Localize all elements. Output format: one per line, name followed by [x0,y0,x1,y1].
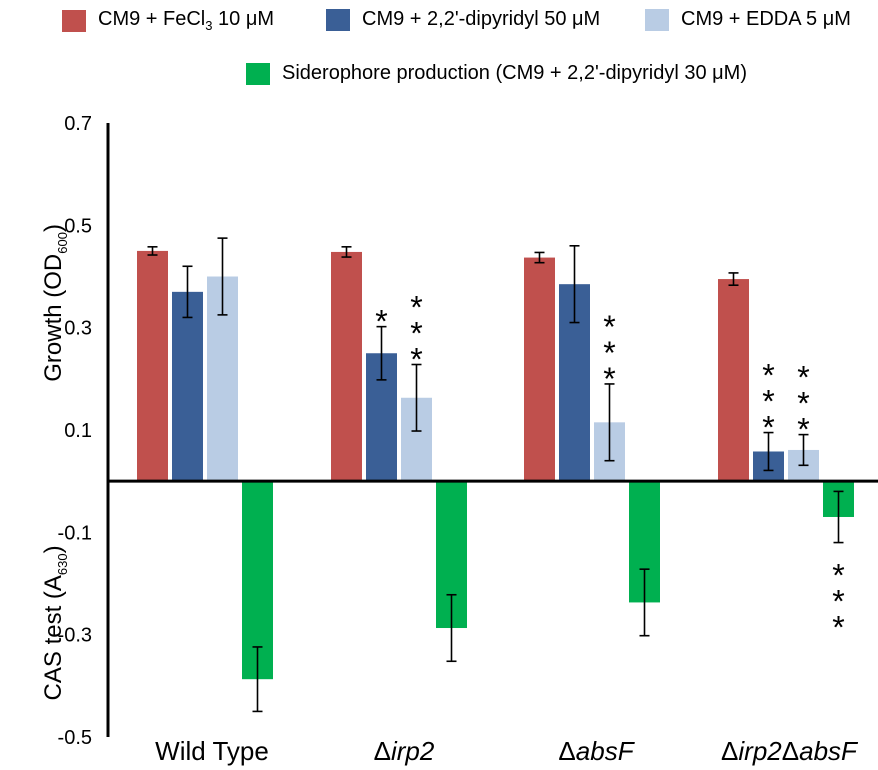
svg-text:*: * [410,342,422,378]
legend-item-edda: CM9 + EDDA 5 μM [645,8,851,31]
category-labels: Wild Type Δirp2 ΔabsF Δirp2ΔabsF [155,736,859,766]
error-bar [763,431,774,472]
y-tick-label: -0.1 [58,522,92,544]
error-bar [534,251,545,264]
error-bar [798,433,809,467]
svg-text:*: * [762,384,774,420]
y-tick-label: -0.3 [58,625,92,647]
legend-item-siderophore: Siderophore production (CM9 + 2,2'-dipyr… [246,62,747,85]
legend-label: CM9 + FeCl3 10 μM [98,8,275,33]
svg-text:*: * [375,304,387,340]
tick-labels: -0.5 -0.3 -0.1 0.1 0.3 0.5 0.7 [58,113,92,749]
y-tick-label: 0.1 [64,420,92,442]
category-label: Δirp2 [374,736,435,766]
svg-text:*: * [797,412,809,448]
significance-mark: *** [762,358,774,446]
error-bar [833,490,844,544]
significance-mark: *** [832,558,844,646]
svg-text:*: * [797,386,809,422]
significance-mark: * [375,304,387,340]
y-tick-label: 0.5 [64,215,92,237]
legend-swatch [62,9,86,32]
svg-text:*: * [603,309,615,345]
bar [718,279,749,482]
y-tick-label: 0.3 [64,318,92,340]
legend-swatch [326,8,350,31]
category-label: Δirp2ΔabsF [721,736,859,766]
error-bar [182,265,193,319]
error-bar [341,246,352,258]
bar [172,291,203,482]
bars [137,250,854,680]
svg-text:*: * [832,610,844,646]
significance-mark: *** [603,309,615,397]
error-bar [728,272,739,286]
error-bar [569,245,580,324]
y-tick-label: -0.5 [58,727,92,749]
y-axis-label-cas: CAS test (A630) [40,545,70,701]
svg-text:*: * [603,361,615,397]
error-bar [252,646,263,713]
legend-swatch [246,62,270,85]
legend-item-fecl3: CM9 + FeCl3 10 μM [62,8,274,33]
legend-item-dipyridyl-50: CM9 + 2,2'-dipyridyl 50 μM [326,8,600,31]
error-bar [217,237,228,316]
significance-mark: *** [410,290,422,378]
bar [137,250,168,482]
svg-text:*: * [410,316,422,352]
bar [524,257,555,482]
error-bar [411,363,422,432]
error-bar [147,246,158,256]
legend-label: CM9 + 2,2'-dipyridyl 50 μM [362,8,601,30]
error-bar [446,593,457,663]
legend-label: Siderophore production (CM9 + 2,2'-dipyr… [282,62,747,84]
category-label: ΔabsF [558,736,635,766]
svg-text:*: * [762,358,774,394]
svg-text:*: * [832,584,844,620]
category-label: Wild Type [155,736,269,766]
svg-text:*: * [762,410,774,446]
svg-text:*: * [410,290,422,326]
bar [331,251,362,482]
error-bar [376,325,387,381]
svg-text:*: * [603,335,615,371]
legend-label: CM9 + EDDA 5 μM [681,8,851,30]
legend: CM9 + FeCl3 10 μM CM9 + 2,2'-dipyridyl 5… [0,0,878,90]
svg-text:*: * [832,558,844,594]
significance-marks: ********** ****** [375,290,844,646]
y-axis-label-growth: Growth (OD600) [40,224,70,382]
error-bar [604,383,615,462]
error-bar [639,568,650,637]
y-tick-label: 0.7 [64,113,92,135]
significance-mark: *** [797,360,809,448]
legend-swatch [645,8,669,31]
error-bars [147,237,844,713]
svg-text:*: * [797,360,809,396]
